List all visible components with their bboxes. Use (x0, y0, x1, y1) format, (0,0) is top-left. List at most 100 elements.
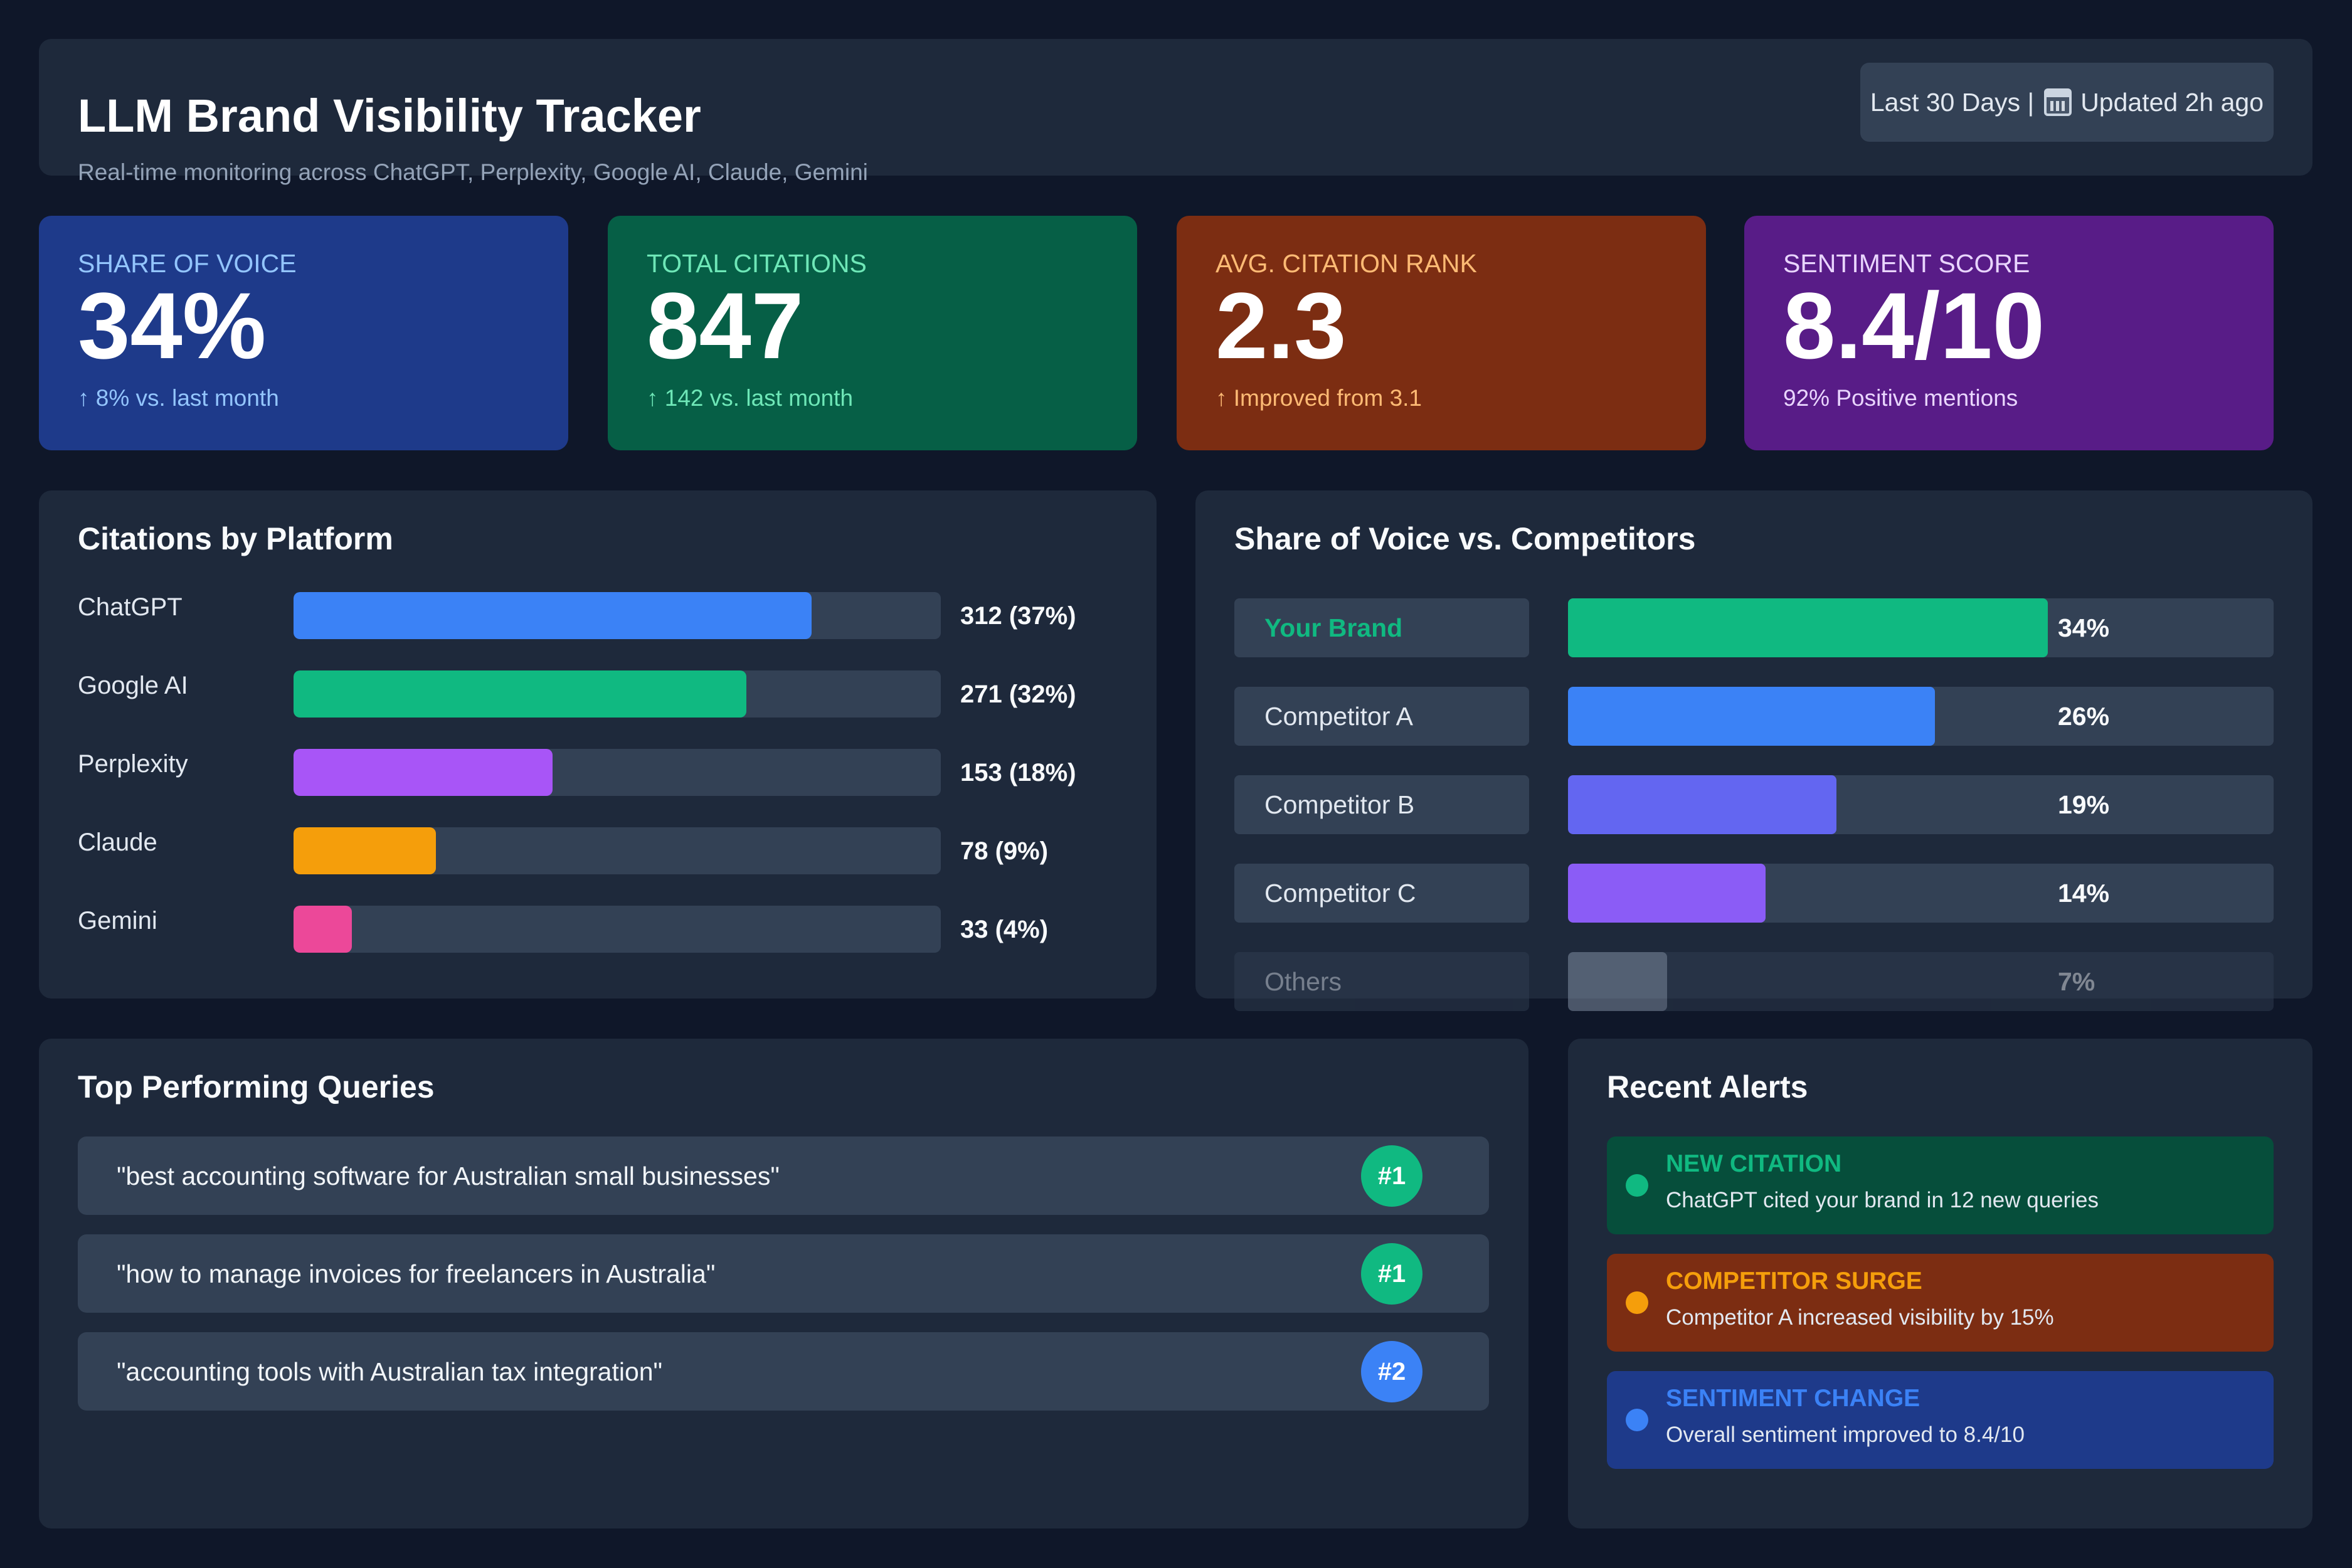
kpi-value: 8.4/10 (1783, 273, 2045, 378)
sov-bar-track (1568, 775, 2274, 834)
kpi-label: SENTIMENT SCORE (1783, 249, 2030, 278)
sov-row-competitor-c[interactable]: Competitor C 14% (1195, 864, 2312, 923)
platform-bar (294, 749, 553, 796)
platform-row-claude[interactable]: Claude 78 (9%) (39, 827, 1157, 874)
share-of-voice-panel: Share of Voice vs. Competitors Your Bran… (1195, 490, 2312, 1011)
alert-dot-icon (1626, 1174, 1648, 1197)
alert-description: Competitor A increased visibility by 15% (1666, 1305, 2054, 1330)
kpi-note: ↑ Improved from 3.1 (1216, 385, 1422, 411)
platform-bar-track (294, 670, 941, 718)
sov-value: 26% (2058, 702, 2110, 731)
platform-value: 312 (37%) (960, 602, 1076, 630)
sov-bar (1568, 598, 2048, 657)
kpi-card-avg-citation-rank[interactable]: AVG. CITATION RANK 2.3 ↑ Improved from 3… (1177, 216, 1706, 450)
sov-value: 19% (2058, 790, 2110, 819)
kpi-label: AVG. CITATION RANK (1216, 249, 1477, 278)
sov-bar-track (1568, 864, 2274, 923)
sov-bar (1568, 952, 1667, 1011)
platform-row-chatgpt[interactable]: ChatGPT 312 (37%) (39, 592, 1157, 639)
rank-badge: #1 (1361, 1145, 1422, 1207)
kpi-card-total-citations[interactable]: TOTAL CITATIONS 847 ↑ 142 vs. last month (608, 216, 1137, 450)
query-text: "accounting tools with Australian tax in… (117, 1357, 663, 1386)
platform-bar (294, 906, 352, 953)
alert-title: SENTIMENT CHANGE (1666, 1385, 1920, 1412)
platform-row-google-ai[interactable]: Google AI 271 (32%) (39, 670, 1157, 718)
sov-name: Your Brand (1234, 598, 1529, 657)
date-range-selector[interactable]: Last 30 Days | Updated 2h ago (1860, 63, 2274, 142)
platform-bar-track (294, 906, 941, 953)
sov-bar (1568, 775, 1836, 834)
sov-row-competitor-b[interactable]: Competitor B 19% (1195, 775, 2312, 834)
platform-value: 78 (9%) (960, 837, 1049, 865)
kpi-note: 92% Positive mentions (1783, 385, 2018, 411)
kpi-label: TOTAL CITATIONS (647, 249, 867, 278)
sov-bar (1568, 864, 1766, 923)
platform-name: Gemini (78, 907, 157, 935)
sov-bar (1568, 687, 1935, 746)
sov-value: 34% (2058, 613, 2110, 642)
platform-row-perplexity[interactable]: Perplexity 153 (18%) (39, 749, 1157, 796)
platform-bar (294, 670, 747, 718)
platform-value: 153 (18%) (960, 759, 1076, 787)
platform-row-gemini[interactable]: Gemini 33 (4%) (39, 906, 1157, 953)
sov-name: Others (1234, 952, 1529, 1011)
kpi-note: ↑ 142 vs. last month (647, 385, 854, 411)
updated-label: Updated 2h ago (2080, 87, 2264, 117)
top-queries-panel: Top Performing Queries "best accounting … (39, 1039, 1528, 1528)
query-text: "best accounting software for Australian… (117, 1162, 780, 1190)
alert-title: COMPETITOR SURGE (1666, 1268, 1922, 1295)
alert-competitor-surge[interactable]: COMPETITOR SURGE Competitor A increased … (1607, 1254, 2274, 1352)
section-title: Share of Voice vs. Competitors (1234, 521, 1696, 556)
sov-bar-track (1568, 687, 2274, 746)
query-row[interactable]: "how to manage invoices for freelancers … (78, 1234, 1489, 1313)
platform-name: Claude (78, 829, 157, 856)
platform-value: 271 (32%) (960, 681, 1076, 708)
sov-name: Competitor B (1234, 775, 1529, 834)
platform-name: ChatGPT (78, 593, 183, 621)
platform-bar (294, 592, 812, 639)
sov-row-your-brand[interactable]: Your Brand 34% (1195, 598, 2312, 657)
rank-badge: #2 (1361, 1341, 1422, 1402)
page-title: LLM Brand Visibility Tracker (78, 90, 701, 142)
platform-name: Google AI (78, 672, 188, 699)
platform-bar-track (294, 749, 941, 796)
alert-new-citation[interactable]: NEW CITATION ChatGPT cited your brand in… (1607, 1136, 2274, 1234)
platform-bar-track (294, 592, 941, 639)
kpi-value: 34% (78, 273, 267, 378)
section-title: Top Performing Queries (78, 1069, 435, 1104)
date-range-label: Last 30 Days | (1870, 87, 2035, 117)
section-title: Recent Alerts (1607, 1069, 1808, 1104)
sov-bar-track (1568, 952, 2274, 1011)
kpi-card-share-of-voice[interactable]: SHARE OF VOICE 34% ↑ 8% vs. last month (39, 216, 568, 450)
kpi-card-sentiment-score[interactable]: SENTIMENT SCORE 8.4/10 92% Positive ment… (1744, 216, 2274, 450)
kpi-label: SHARE OF VOICE (78, 249, 297, 278)
sov-name: Competitor C (1234, 864, 1529, 923)
recent-alerts-panel: Recent Alerts NEW CITATION ChatGPT cited… (1568, 1039, 2312, 1528)
query-row[interactable]: "best accounting software for Australian… (78, 1136, 1489, 1215)
sov-name: Competitor A (1234, 687, 1529, 746)
alert-dot-icon (1626, 1291, 1648, 1314)
kpi-note: ↑ 8% vs. last month (78, 385, 279, 411)
alert-title: NEW CITATION (1666, 1150, 1842, 1177)
kpi-value: 2.3 (1216, 273, 1347, 378)
query-text: "how to manage invoices for freelancers … (117, 1259, 716, 1288)
alert-sentiment-change[interactable]: SENTIMENT CHANGE Overall sentiment impro… (1607, 1371, 2274, 1469)
platform-bar (294, 827, 437, 874)
sov-value: 14% (2058, 879, 2110, 908)
platform-value: 33 (4%) (960, 916, 1049, 943)
platform-name: Perplexity (78, 750, 188, 778)
sov-value: 7% (2058, 967, 2095, 996)
sov-row-competitor-a[interactable]: Competitor A 26% (1195, 687, 2312, 746)
alert-description: ChatGPT cited your brand in 12 new queri… (1666, 1188, 2099, 1212)
section-title: Citations by Platform (78, 521, 393, 556)
sov-row-others[interactable]: Others 7% (1195, 952, 2312, 1011)
kpi-value: 847 (647, 273, 804, 378)
citations-by-platform-panel: Citations by Platform ChatGPT 312 (37%) … (39, 490, 1157, 999)
dashboard-header: LLM Brand Visibility Tracker Real-time m… (39, 39, 2312, 184)
query-row[interactable]: "accounting tools with Australian tax in… (78, 1332, 1489, 1411)
rank-badge: #1 (1361, 1243, 1422, 1305)
sov-bar-track (1568, 598, 2274, 657)
platform-bar-track (294, 827, 941, 874)
page-subtitle: Real-time monitoring across ChatGPT, Per… (78, 159, 868, 185)
alert-dot-icon (1626, 1409, 1648, 1431)
